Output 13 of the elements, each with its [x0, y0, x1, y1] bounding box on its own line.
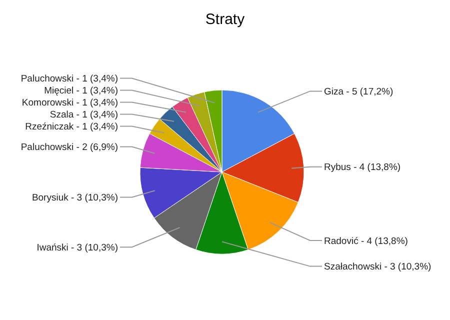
slice-label: Paluchowski - 2 (6,9%)	[20, 142, 118, 154]
slice-label: Komorowski - 1 (3,4%)	[22, 98, 118, 109]
slice-label: Borysiuk - 3 (10,3%)	[32, 192, 118, 204]
chart-title: Straty	[205, 11, 246, 28]
slice-label: Rybus - 4 (13,8%)	[324, 162, 401, 174]
slice-label: Szałachowski - 3 (10,3%)	[324, 262, 432, 273]
slice-label: Giza - 5 (17,2%)	[324, 86, 394, 98]
slice-label: Rzeźniczak - 1 (3,4%)	[25, 122, 118, 133]
slice-label: Iwański - 3 (10,3%)	[36, 242, 118, 254]
slice-label: Mięciel - 1 (3,4%)	[44, 86, 118, 97]
slice-label: Paluchowski - 1 (3,4%)	[20, 74, 118, 85]
slice-label: Szala - 1 (3,4%)	[50, 110, 118, 121]
slice-label: Radović - 4 (13,8%)	[324, 236, 408, 247]
